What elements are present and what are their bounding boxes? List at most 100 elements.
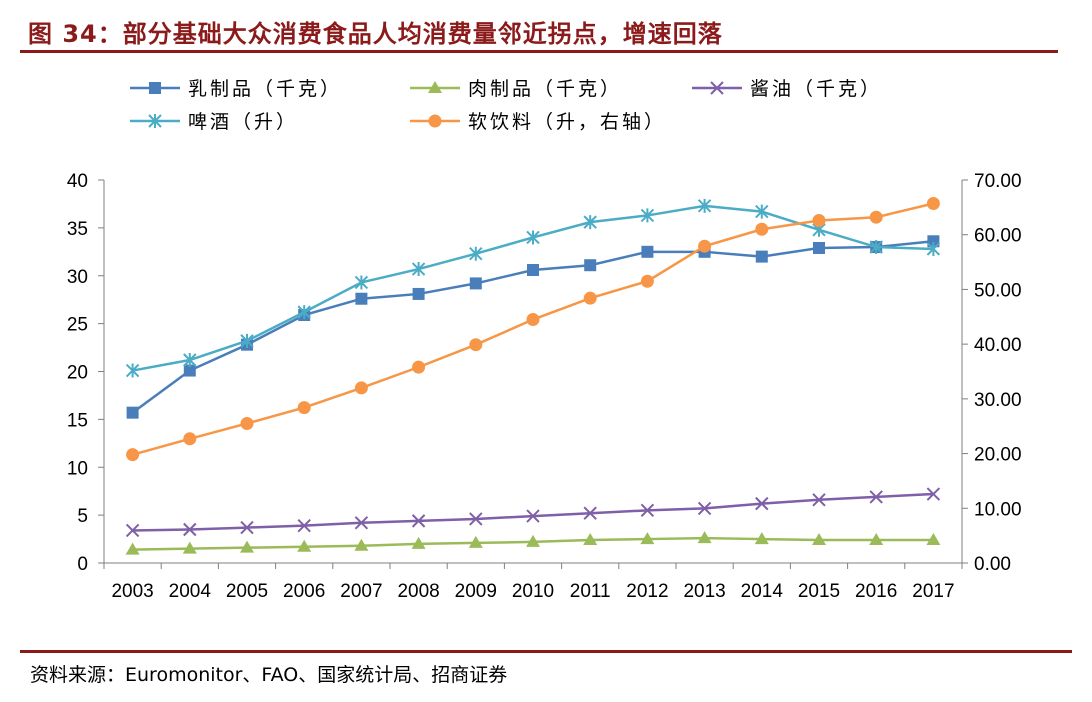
data-point [354, 381, 368, 395]
data-point [869, 490, 883, 504]
x-tick-label: 2006 [283, 581, 325, 602]
data-point [584, 259, 597, 272]
data-point [755, 204, 769, 219]
data-point [812, 213, 826, 227]
x-tick-label: 2003 [111, 581, 153, 602]
data-point [297, 518, 311, 533]
data-point [698, 239, 712, 253]
right-tick-label: 0.00 [974, 554, 1011, 575]
x-tick-label: 2004 [169, 581, 212, 602]
x-tick-label: 2005 [226, 581, 268, 602]
data-point [640, 274, 654, 288]
data-point [412, 360, 426, 374]
right-tick-label: 10.00 [974, 499, 1022, 520]
data-point [297, 305, 311, 320]
data-point [411, 514, 426, 528]
data-point [125, 363, 140, 378]
data-point [926, 197, 940, 211]
series-1 [125, 531, 941, 555]
data-point [754, 532, 769, 545]
data-point [240, 520, 254, 535]
left-tick-label: 15 [67, 410, 88, 431]
data-point [125, 542, 140, 555]
legend-swatch-marker [428, 81, 442, 93]
left-tick-label: 10 [67, 458, 88, 479]
data-point [869, 210, 883, 224]
x-tick-label: 2008 [397, 581, 439, 602]
data-point [813, 241, 825, 254]
source-note: 资料来源：Euromonitor、FAO、国家统计局、招商证券 [30, 664, 508, 686]
legend-item: 乳制品（千克） [130, 78, 342, 100]
x-tick-label: 2009 [455, 581, 497, 602]
footer-divider [20, 650, 1072, 653]
data-point [469, 277, 482, 290]
data-point [640, 503, 655, 518]
data-point [697, 501, 712, 516]
data-point [812, 533, 826, 546]
legend-swatch-marker [428, 114, 442, 128]
data-point [182, 541, 197, 554]
right-tick-label: 20.00 [974, 445, 1022, 466]
legend-item: 酱油（千克） [692, 78, 882, 100]
series-4 [126, 197, 940, 462]
x-tick-label: 2012 [626, 581, 668, 602]
data-point [641, 245, 654, 258]
left-tick-label: 35 [67, 219, 88, 240]
legend-item: 啤酒（升） [130, 111, 298, 133]
x-tick-label: 2016 [855, 581, 897, 602]
legend-label: 酱油（千克） [750, 78, 882, 100]
data-point [869, 240, 883, 255]
x-tick-label: 2017 [912, 581, 954, 602]
data-point [411, 262, 426, 277]
data-point [411, 536, 426, 549]
right-tick-label: 50.00 [974, 280, 1022, 301]
data-point [697, 531, 712, 544]
data-point [354, 538, 369, 551]
data-point [869, 533, 884, 546]
left-tick-label: 25 [67, 315, 88, 336]
data-point [469, 338, 483, 352]
left-tick-label: 0 [77, 554, 88, 575]
right-tick-label: 70.00 [974, 171, 1022, 192]
series-2 [125, 487, 941, 538]
chart-title: 图 34：部分基础大众消费食品人均消费量邻近拐点，增速回落 [28, 20, 723, 48]
legend-swatch-marker [710, 81, 724, 95]
data-point [183, 432, 197, 446]
data-point [926, 487, 941, 501]
data-point [926, 241, 941, 256]
legend-swatch-marker [149, 82, 161, 94]
data-point [697, 198, 712, 213]
legend-label: 啤酒（升） [188, 111, 298, 133]
legend-label: 软饮料（升，右轴） [468, 111, 666, 133]
right-tick-label: 40.00 [974, 335, 1022, 356]
data-point [526, 509, 540, 523]
left-tick-label: 5 [77, 506, 88, 527]
x-tick-label: 2013 [683, 581, 725, 602]
legend-swatch-marker [148, 114, 162, 128]
data-point [183, 364, 196, 377]
data-point [126, 406, 139, 419]
x-tick-label: 2011 [570, 581, 611, 602]
axes: 0 5 10 15 20 25 30 35 40 0.00 10.00 20.00 30.00 40.00… [67, 171, 1022, 602]
data-point [183, 522, 197, 537]
series-0 [126, 235, 940, 419]
data-point [469, 246, 483, 261]
data-point [526, 534, 540, 547]
data-point [583, 291, 597, 305]
data-point [240, 416, 254, 430]
left-tick-label: 30 [67, 267, 88, 288]
x-tick-label: 2007 [340, 581, 382, 602]
legend-label: 乳制品（千克） [188, 78, 342, 100]
left-tick-label: 40 [67, 171, 88, 192]
data-point [354, 516, 369, 530]
data-point [469, 512, 483, 526]
legend-item: 软饮料（升，右轴） [410, 111, 666, 133]
data-point [526, 313, 540, 327]
series-layer [125, 197, 941, 555]
data-point [354, 275, 369, 290]
data-point [640, 208, 655, 223]
data-point [297, 539, 312, 552]
right-tick-label: 60.00 [974, 226, 1022, 247]
data-point [297, 401, 311, 415]
data-point [355, 292, 368, 305]
